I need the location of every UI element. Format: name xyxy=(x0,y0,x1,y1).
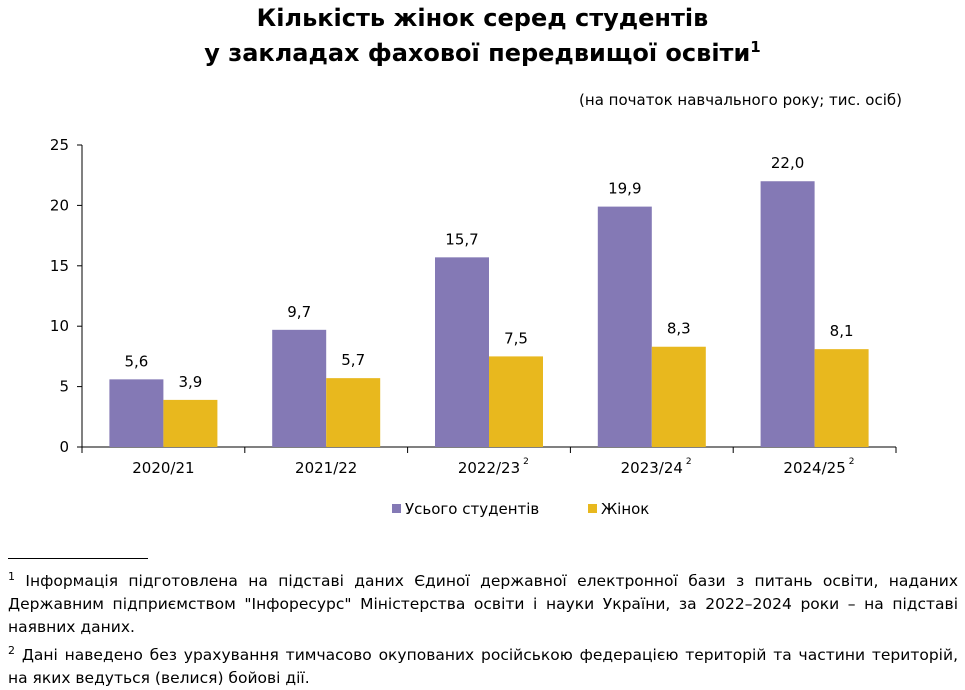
chart-title-line2-text: у закладах фахової передвищої освіти xyxy=(204,39,751,67)
data-label: 5,7 xyxy=(341,351,365,369)
x-tick-label: 2023/24 xyxy=(621,459,683,477)
y-tick-label: 15 xyxy=(50,257,69,275)
legend-swatch-1 xyxy=(588,504,597,513)
data-label: 5,6 xyxy=(124,352,148,370)
bar-total-0 xyxy=(109,379,164,447)
chart-title-line1: Кількість жінок серед студентів xyxy=(256,4,709,32)
data-label: 8,1 xyxy=(830,322,854,340)
x-tick-footnote-mark: 2 xyxy=(523,457,529,467)
data-label: 8,3 xyxy=(667,320,691,338)
bar-women-4 xyxy=(814,349,869,447)
legend-label-1: Жінок xyxy=(601,500,649,518)
legend-swatch-0 xyxy=(392,504,401,513)
y-tick-label: 25 xyxy=(50,136,69,154)
bar-total-2 xyxy=(435,257,489,447)
y-tick-label: 20 xyxy=(50,196,69,214)
data-label: 9,7 xyxy=(287,303,311,321)
data-label: 19,9 xyxy=(608,180,641,198)
footnote-1: 1 Інформація підготовлена на підставі да… xyxy=(8,565,958,639)
x-tick-label: 2024/25 xyxy=(783,459,845,477)
y-tick-label: 0 xyxy=(59,438,69,456)
bar-total-1 xyxy=(272,329,327,447)
data-label: 7,5 xyxy=(504,329,528,347)
footnote-1-text: Інформація підготовлена на підставі дани… xyxy=(8,572,958,637)
footnote-1-mark: 1 xyxy=(8,570,15,583)
bar-total-4 xyxy=(760,181,815,448)
data-label: 3,9 xyxy=(178,373,202,391)
x-tick-footnote-mark: 2 xyxy=(849,457,855,467)
footnote-2-mark: 2 xyxy=(8,644,15,658)
bar-women-0 xyxy=(163,399,218,447)
footnote-2-text: Дані наведено без урахування тимчасово о… xyxy=(8,646,958,688)
bar-women-3 xyxy=(651,346,706,447)
y-tick-label: 10 xyxy=(50,317,69,335)
chart-subtitle: (на початок навчального року; тис. осіб) xyxy=(579,91,902,109)
y-tick-label: 5 xyxy=(59,378,69,396)
bar-total-3 xyxy=(597,206,652,447)
data-label: 22,0 xyxy=(771,154,804,172)
footnote-divider xyxy=(8,558,148,559)
legend-label-0: Усього студентів xyxy=(405,500,539,518)
bar-women-1 xyxy=(326,378,381,447)
bar-chart: 0 5 10 15 20 25 5,6 3,9 2020/21 9,7 5,7 2021/22 15,7… xyxy=(50,136,897,518)
chart-title-line2: у закладах фахової передвищої освіти1 xyxy=(0,33,965,68)
x-tick-label: 2021/22 xyxy=(295,459,357,477)
x-tick-label: 2020/21 xyxy=(132,459,194,477)
data-label: 15,7 xyxy=(445,230,478,248)
x-tick-label: 2022/23 xyxy=(458,459,520,477)
footnote-2: 2 Дані наведено без урахування тимчасово… xyxy=(8,639,958,690)
title-footnote-mark: 1 xyxy=(750,38,761,56)
chart-title: Кількість жінок серед студентів у заклад… xyxy=(0,4,965,68)
bar-women-2 xyxy=(489,356,543,447)
x-tick-footnote-mark: 2 xyxy=(686,457,692,467)
footnotes: 1 Інформація підготовлена на підставі да… xyxy=(8,565,958,690)
